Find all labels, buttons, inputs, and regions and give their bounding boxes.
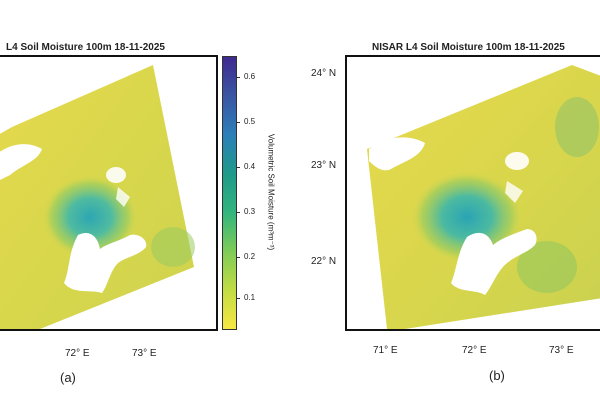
soil-moisture-map-b (367, 65, 600, 329)
panel-b-xtick: 73° E (549, 345, 574, 356)
colorbar-tick: 0.1 (244, 293, 256, 302)
panel-a-xtick: 72° E (65, 348, 90, 359)
colorbar-label: Volumetric Soil Moisture (m³m⁻³) (266, 133, 276, 251)
panel-b-xtick: 71° E (373, 345, 398, 356)
wet-zone-b (411, 171, 523, 263)
colorbar-tick: 0.5 (244, 117, 256, 126)
colorbar-tickmark (236, 257, 240, 258)
colorbar-tickmark (236, 167, 240, 168)
northwest-water-b (369, 137, 425, 171)
colorbar-tickmark (236, 212, 240, 213)
colorbar-tick: 0.4 (244, 162, 256, 171)
gulf-water-a (64, 232, 147, 293)
panel-b-ytick: 22° N (311, 256, 337, 267)
panel-b-label: (b) (489, 368, 505, 383)
panel-a-xtick: 73° E (132, 348, 157, 359)
northwest-water-a (0, 144, 42, 180)
colorbar (222, 56, 237, 330)
panel-a-label: (a) (60, 370, 76, 385)
soil-moisture-map-a (0, 65, 195, 329)
panel-b-title: NISAR L4 Soil Moisture 100m 18-11-2025 (372, 42, 565, 53)
map-panel-b (345, 55, 600, 331)
colorbar-tickmark (236, 77, 240, 78)
panel-a-title: L4 Soil Moisture 100m 18-11-2025 (6, 42, 165, 53)
wet-zone-a (42, 175, 138, 259)
colorbar-tickmark (236, 122, 240, 123)
colorbar-tick: 0.6 (244, 72, 256, 81)
colorbar-tickmark (236, 298, 240, 299)
gulf-water-b (451, 229, 537, 295)
panel-b-ytick: 23° N (311, 160, 337, 171)
map-panel-a (0, 55, 218, 331)
panel-b-ytick: 24° N (311, 68, 337, 79)
colorbar-tick: 0.3 (244, 207, 256, 216)
colorbar-tick: 0.2 (244, 252, 256, 261)
panel-b-xtick: 72° E (462, 345, 487, 356)
